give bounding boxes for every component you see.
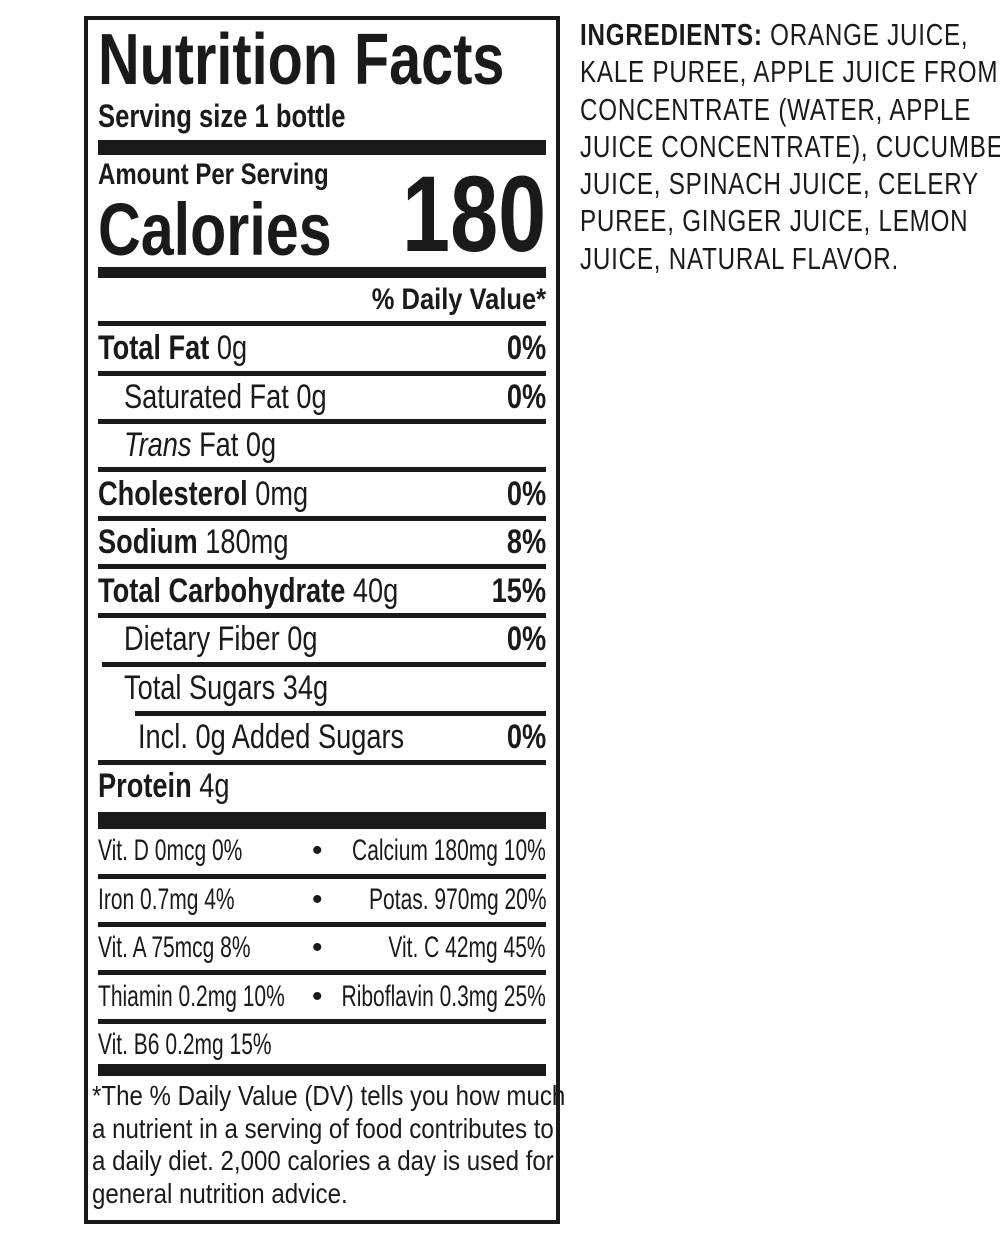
- bullet: •: [312, 980, 323, 1013]
- nutrient-dv: 0%: [506, 475, 546, 513]
- footnote-line: a nutrient in a serving of food contribu…: [92, 1112, 554, 1144]
- divider: [98, 922, 546, 927]
- nutrient-name: Sodium: [98, 523, 198, 561]
- vitamin-left: Vit. A 75mcg 8%: [98, 931, 251, 964]
- nutrient-dv: 0%: [506, 718, 546, 756]
- vitamin-right: Potas. 970mg 20%: [368, 883, 546, 916]
- nutrition-facts-panel: [84, 16, 560, 1224]
- divider: [98, 516, 546, 521]
- nutrient-amount: 0mg: [255, 475, 309, 513]
- nutrient-name: Dietary Fiber 0g: [124, 620, 318, 658]
- footnote-line: general nutrition advice.: [92, 1177, 348, 1209]
- divider: [98, 874, 546, 879]
- divider: [98, 321, 546, 326]
- vitamin-left: Vit. B6 0.2mg 15%: [98, 1028, 272, 1061]
- nutrient-name: Cholesterol: [98, 475, 248, 513]
- label-title: Nutrition Facts: [98, 20, 505, 100]
- nutrient-dv: 15%: [491, 572, 546, 610]
- vitamin-row: Iron 0.7mg 4% • Potas. 970mg 20%: [98, 877, 546, 923]
- bullet: •: [312, 883, 323, 916]
- nutrient-amount: 40g: [352, 572, 399, 610]
- ingredients-line: JUICE CONCENTRATE), CUCUMBER: [580, 128, 1000, 164]
- ingredients-list: INGREDIENTS: ORANGE JUICE, KALE PUREE, A…: [580, 16, 1000, 277]
- nutrient-row-added-sugars: Incl. 0g Added Sugars 0%: [98, 714, 546, 760]
- nutrient-row-total-carbohydrate: Total Carbohydrate 40g 15%: [98, 568, 546, 614]
- divider: [98, 613, 546, 618]
- divider: [98, 467, 546, 472]
- bullet: •: [312, 834, 323, 867]
- daily-value-header: % Daily Value*: [371, 283, 546, 316]
- nutrient-dv: 0%: [506, 329, 546, 367]
- divider-thick: [98, 812, 546, 829]
- nutrient-row-total-fat: Total Fat 0g 0%: [98, 325, 546, 371]
- nutrient-name: Incl. 0g Added Sugars: [138, 718, 405, 756]
- nutrient-name: Protein: [98, 767, 192, 805]
- nutrient-name: Total Carbohydrate: [98, 572, 346, 610]
- ingredients-heading: INGREDIENTS:: [580, 17, 763, 52]
- ingredients-line: CONCENTRATE (WATER, APPLE: [580, 91, 972, 127]
- nutrient-amount: 4g: [199, 767, 230, 805]
- bullet: •: [312, 931, 323, 964]
- vitamin-left: Vit. D 0mcg 0%: [98, 834, 243, 867]
- ingredients-line: JUICE, SPINACH JUICE, CELERY: [580, 166, 979, 202]
- nutrient-row-dietary-fiber: Dietary Fiber 0g 0%: [98, 616, 546, 662]
- divider: [102, 662, 546, 667]
- footnote: *The % Daily Value (DV) tells you how mu…: [92, 1080, 566, 1210]
- vitamin-left: Thiamin 0.2mg 10%: [98, 980, 285, 1013]
- nutrient-name: Total Fat: [98, 329, 210, 367]
- nutrient-row-total-sugars: Total Sugars 34g: [98, 665, 546, 711]
- vitamin-row: Vit. A 75mcg 8% • Vit. C 42mg 45%: [98, 925, 546, 971]
- divider-medium: [98, 267, 546, 278]
- divider: [135, 711, 546, 716]
- serving-size: Serving size 1 bottle: [98, 98, 346, 134]
- divider-thick: [98, 140, 546, 155]
- nutrient-row-cholesterol: Cholesterol 0mg 0%: [98, 471, 546, 517]
- vitamin-left: Iron 0.7mg 4%: [98, 883, 235, 916]
- ingredients-line: KALE PUREE, APPLE JUICE FROM: [580, 54, 999, 90]
- vitamin-row: Vit. B6 0.2mg 15%: [98, 1022, 546, 1068]
- nutrient-name: Saturated Fat 0g: [124, 378, 327, 416]
- nutrient-row-trans-fat: Trans Fat 0g: [98, 422, 546, 468]
- ingredients-line: PUREE, GINGER JUICE, LEMON: [580, 203, 969, 239]
- divider-medium: [98, 1064, 546, 1076]
- nutrient-name: Total Sugars 34g: [124, 669, 329, 707]
- vitamin-right: Vit. C 42mg 45%: [388, 931, 546, 964]
- divider: [98, 419, 546, 424]
- calories-value: 180: [401, 153, 546, 274]
- divider: [98, 760, 546, 765]
- amount-per-serving: Amount Per Serving: [98, 158, 329, 191]
- nutrient-name: Fat 0g: [191, 426, 277, 464]
- nutrient-row-protein: Protein 4g: [98, 763, 546, 809]
- divider: [98, 371, 546, 376]
- nutrient-amount: 0g: [216, 329, 248, 367]
- calories-label: Calories: [98, 188, 332, 271]
- footnote-line: a daily diet. 2,000 calories a day is us…: [92, 1145, 554, 1176]
- nutrient-dv: 8%: [506, 523, 546, 561]
- vitamin-row: Vit. D 0mcg 0% • Calcium 180mg 10%: [98, 828, 546, 874]
- divider: [98, 970, 546, 975]
- nutrient-name-italic: Trans: [124, 426, 192, 464]
- nutrient-row-sodium: Sodium 180mg 8%: [98, 519, 546, 565]
- nutrient-dv: 0%: [506, 620, 546, 658]
- vitamin-row: Thiamin 0.2mg 10% • Riboflavin 0.3mg 25%: [98, 974, 546, 1020]
- vitamin-right: Calcium 180mg 10%: [352, 834, 546, 867]
- vitamin-right: Riboflavin 0.3mg 25%: [341, 980, 546, 1013]
- footnote-line: *The % Daily Value (DV) tells you how mu…: [92, 1080, 566, 1111]
- ingredients-line: JUICE, NATURAL FLAVOR.: [580, 240, 900, 276]
- nutrient-row-saturated-fat: Saturated Fat 0g 0%: [98, 374, 546, 420]
- ingredients-line: ORANGE JUICE,: [762, 17, 969, 52]
- divider: [98, 564, 546, 569]
- nutrient-amount: 180mg: [205, 523, 289, 561]
- divider: [98, 1019, 546, 1024]
- nutrient-dv: 0%: [506, 378, 546, 416]
